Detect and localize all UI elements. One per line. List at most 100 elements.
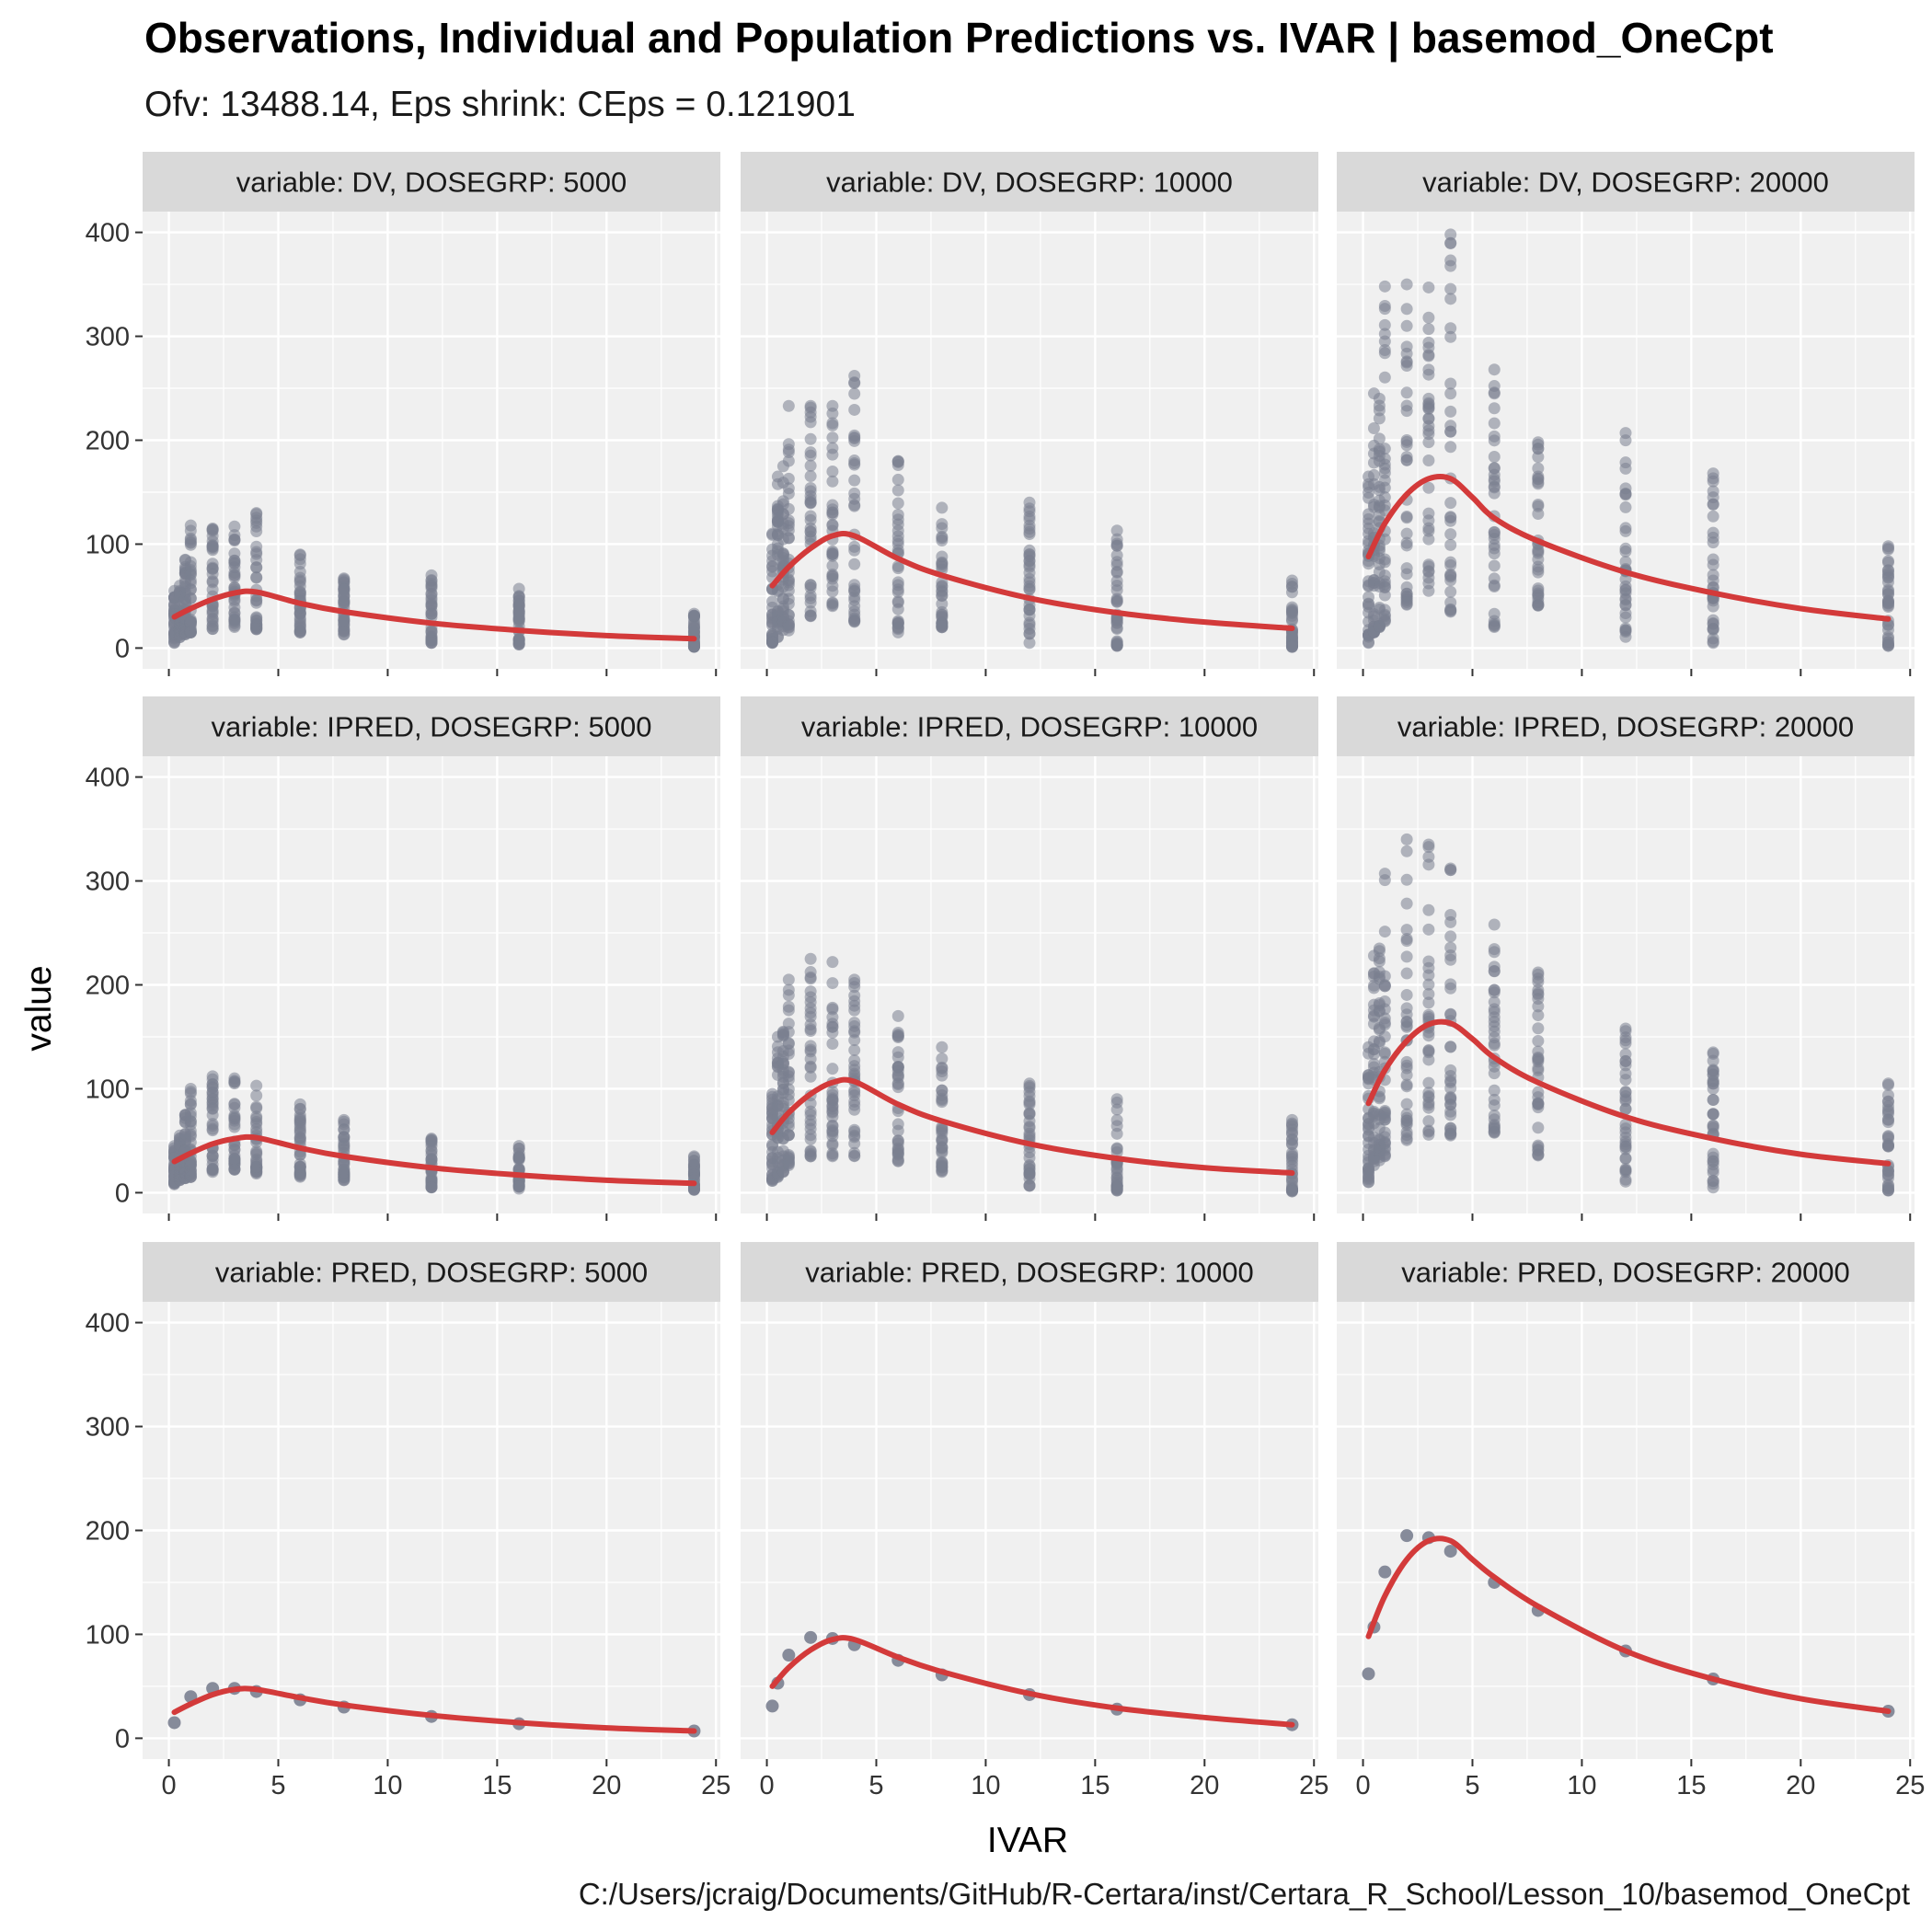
data-point <box>782 520 795 533</box>
facet-panel: variable: IPRED, DOSEGRP: 10000 <box>741 696 1318 1221</box>
data-point <box>848 369 861 382</box>
data-point <box>1707 1054 1719 1067</box>
smooth-line <box>171 588 697 642</box>
data-point <box>1362 598 1374 611</box>
data-point <box>804 952 817 965</box>
data-point <box>782 1094 795 1107</box>
data-point <box>782 1044 795 1057</box>
data-point <box>1422 1053 1435 1066</box>
data-point <box>782 609 795 622</box>
data-point <box>1110 1181 1123 1194</box>
data-point <box>782 618 795 631</box>
data-point <box>338 583 351 596</box>
data-point <box>228 1152 241 1165</box>
data-point <box>1023 616 1036 629</box>
data-point <box>425 1180 438 1193</box>
data-point <box>1532 584 1545 597</box>
data-point <box>512 594 525 607</box>
data-point <box>848 540 861 553</box>
data-point <box>1444 1041 1457 1053</box>
data-point <box>1422 436 1435 449</box>
facet-panel: variable: DV, DOSEGRP: 5000 0 100 200 300 400 <box>86 152 720 676</box>
data-point <box>1619 1067 1632 1080</box>
data-point <box>1422 424 1435 437</box>
data-point <box>1619 1138 1632 1151</box>
y-axis-label: value <box>19 965 59 1051</box>
smooth-line <box>171 1133 697 1187</box>
data-point <box>1400 319 1413 332</box>
data-point <box>184 519 197 532</box>
data-point <box>425 625 438 638</box>
data-point <box>891 1026 904 1039</box>
data-point <box>1532 436 1545 449</box>
data-point <box>1373 545 1386 558</box>
facet-strip-label: variable: IPRED, DOSEGRP: 20000 <box>1397 711 1854 743</box>
data-point <box>1422 1115 1435 1128</box>
data-point <box>1023 1097 1036 1110</box>
facet-strip <box>143 1242 720 1302</box>
data-point <box>1373 412 1386 425</box>
data-point <box>782 1121 795 1133</box>
data-point <box>891 513 904 526</box>
data-point <box>1422 1101 1435 1114</box>
data-point <box>1488 581 1501 593</box>
data-point <box>1619 598 1632 611</box>
data-point <box>1881 1088 1894 1101</box>
data-point <box>1400 1114 1413 1127</box>
data-point <box>826 559 839 572</box>
data-point <box>184 535 197 548</box>
data-point <box>848 558 861 570</box>
data-point <box>782 1018 795 1030</box>
facet-strip <box>143 152 720 212</box>
facet-panel: variable: DV, DOSEGRP: 20000 <box>1337 152 1915 676</box>
data-point <box>1378 553 1391 566</box>
data-point <box>1488 983 1501 996</box>
data-point <box>848 973 861 986</box>
data-point <box>782 973 795 986</box>
data-point <box>1488 1122 1501 1135</box>
data-point <box>1400 386 1413 399</box>
data-point <box>1400 399 1413 412</box>
data-point <box>1488 607 1501 620</box>
facet-panel: variable: IPRED, DOSEGRP: 5000 0 100 200 300… <box>86 696 720 1221</box>
data-point <box>512 1151 525 1164</box>
data-point <box>1400 924 1413 937</box>
data-point <box>1619 1163 1632 1176</box>
data-point <box>1400 562 1413 575</box>
data-point <box>936 501 949 514</box>
y-tick-label: 100 <box>86 530 130 559</box>
data-point <box>891 615 904 627</box>
data-point <box>1110 1142 1123 1155</box>
data-point <box>338 616 351 629</box>
data-point <box>1422 969 1435 982</box>
x-tick-label: 10 <box>971 1771 1000 1800</box>
data-point <box>848 403 861 416</box>
data-point <box>1619 1153 1632 1166</box>
data-point <box>228 1163 241 1176</box>
data-point <box>1707 1094 1719 1107</box>
data-point <box>1285 1184 1298 1197</box>
data-point <box>1444 387 1457 400</box>
data-point <box>1619 1054 1632 1067</box>
data-point <box>1488 1084 1501 1097</box>
data-point <box>1378 491 1391 504</box>
data-point <box>1110 574 1123 587</box>
data-point <box>1444 228 1457 241</box>
data-point <box>1488 1016 1501 1029</box>
data-point <box>1488 1099 1501 1112</box>
data-point <box>1444 569 1457 582</box>
data-point <box>1881 1165 1894 1178</box>
data-point <box>1488 451 1501 464</box>
data-point <box>891 473 904 486</box>
data-point <box>1422 533 1435 546</box>
chart-title: Observations, Individual and Population … <box>144 14 1774 62</box>
data-point <box>1488 617 1501 630</box>
data-point <box>826 1063 839 1075</box>
data-point <box>425 607 438 620</box>
data-point <box>1422 1076 1435 1089</box>
data-point <box>293 1135 306 1148</box>
data-point <box>228 1098 241 1110</box>
data-point <box>1422 323 1435 336</box>
data-point <box>1488 528 1501 541</box>
data-point <box>1619 1102 1632 1115</box>
